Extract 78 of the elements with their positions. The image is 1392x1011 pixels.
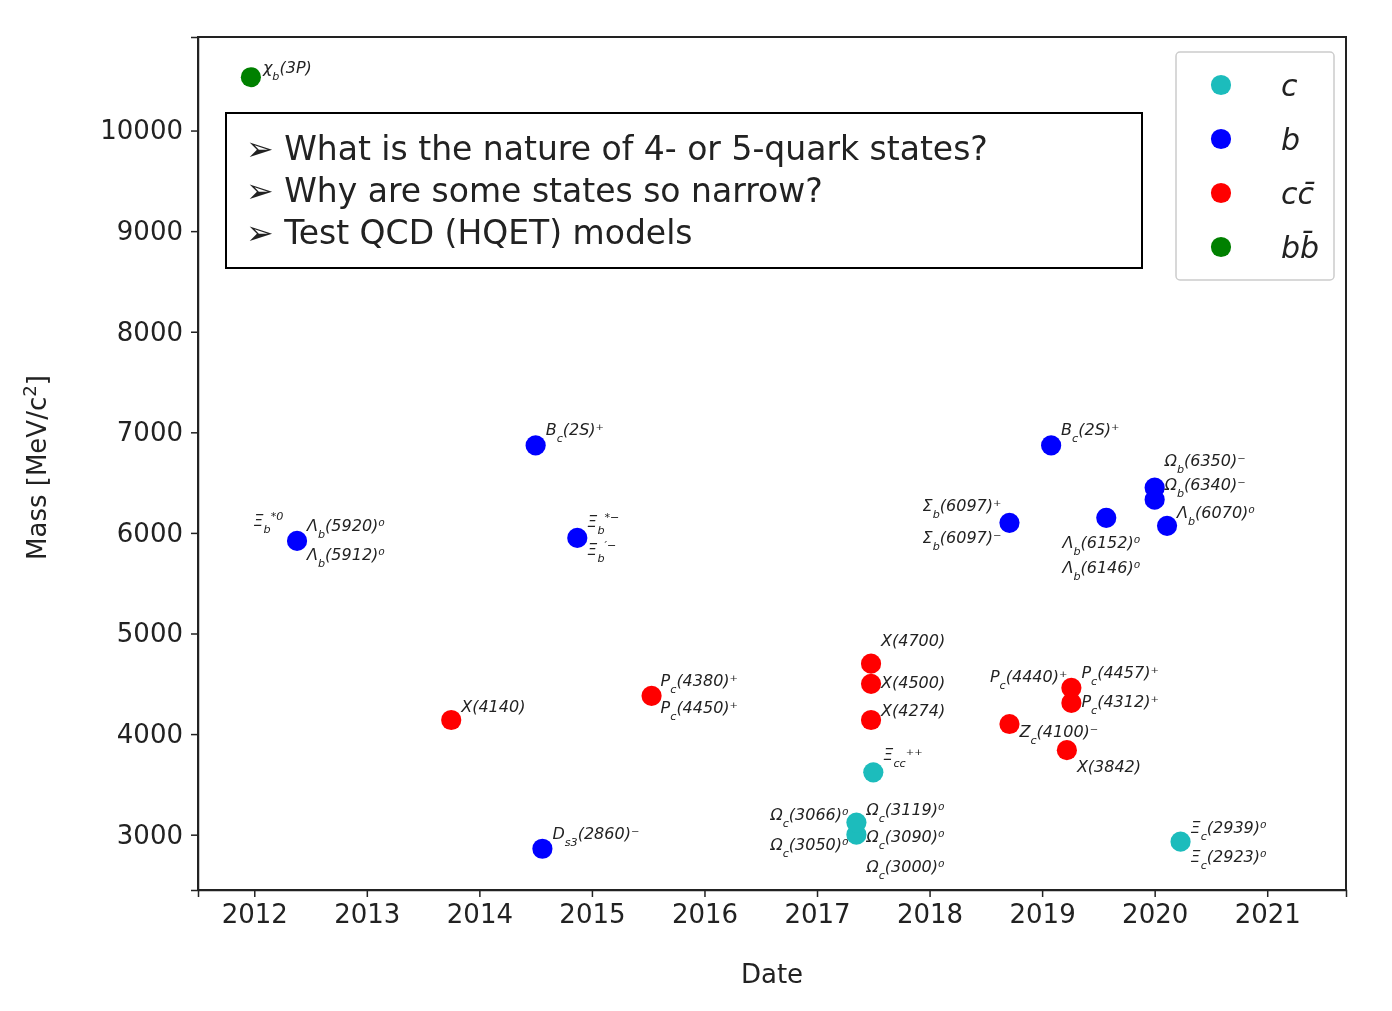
annotation: Λ$_{b}$(5920)⁰ (305, 515, 386, 541)
annotation: Ξ$_{c}$(2939)⁰ (1190, 817, 1268, 843)
y-tick-label: 4000 (116, 718, 183, 749)
legend-label: b (1281, 122, 1301, 157)
annotation: ➢ Test QCD (HQET) models (246, 213, 693, 252)
annotation: X(4700) (880, 630, 946, 650)
point (1056, 740, 1077, 761)
point (999, 512, 1020, 533)
annotation: X(4140) (460, 697, 526, 716)
annotation: Λ$_{b}$(5912)⁰ (305, 544, 386, 570)
annotation: Σ$_{b}$(6097)⁺ (922, 496, 1002, 521)
y-tick-label: 6000 (116, 517, 183, 548)
annotation: P$_{c}$(4312)⁺ (1081, 691, 1159, 717)
annotation: Ω$_{c}$(3090)⁰ (865, 826, 946, 852)
annotation: ➢ Why are some states so narrow? (246, 171, 823, 210)
point (240, 67, 261, 88)
point (532, 838, 553, 859)
annotation: Ξ$_{c}$(2923)⁰ (1190, 847, 1268, 872)
x-tick-label: 2017 (784, 899, 851, 930)
annotation: Λ$_{b}$(6146)⁰ (1060, 558, 1141, 583)
point (286, 530, 308, 552)
annotation: Ξ$_{cc}$⁺⁺ (883, 745, 923, 770)
annotation: P$_{c}$(4450)⁺ (660, 697, 739, 723)
annotation: Σ$_{b}$(6097)⁻ (922, 528, 1002, 553)
annotation: Ω$_{c}$(3000)⁰ (865, 856, 946, 882)
annotation: Z$_{c}$(4100)⁻ (1018, 722, 1099, 747)
annotation: Ω$_{b}$(6350)⁻ (1163, 450, 1246, 476)
annotation: X(4500) (880, 672, 946, 692)
annotation: P$_{c}$(4380)⁺ (660, 670, 739, 696)
point (999, 713, 1020, 735)
annotation: X(3842) (1075, 756, 1142, 776)
point (860, 709, 882, 731)
annotation: ➢ What is the nature of 4- or 5-quark states? (246, 129, 988, 168)
x-tick-label: 2020 (1122, 899, 1189, 930)
x-tick-label: 2012 (221, 899, 288, 930)
x-tick-label: 2015 (559, 899, 626, 930)
y-tick-label: 9000 (116, 215, 183, 246)
annotation: P$_{c}$(4457)⁺ (1081, 663, 1159, 688)
x-tick-label: 2019 (1009, 899, 1076, 930)
y-tick-label: 7000 (116, 417, 183, 448)
point (567, 527, 588, 549)
point (1061, 692, 1082, 713)
y-tick-label: 8000 (116, 316, 183, 347)
annotation: Ω$_{c}$(3119)⁰ (865, 799, 946, 825)
point (860, 673, 882, 694)
annotation: Λ$_{b}$(6152)⁰ (1060, 532, 1141, 558)
point (525, 435, 546, 456)
x-axis-title: Date (740, 959, 804, 989)
x-tick-label: 2014 (446, 899, 513, 930)
x-tick-label: 2021 (1234, 899, 1301, 930)
legend-label: cc̄ (1281, 176, 1316, 211)
point (863, 762, 884, 783)
legend-label: c (1281, 68, 1298, 103)
annotation: Λ$_{b}$(6070)⁰ (1175, 502, 1256, 528)
x-tick-label: 2016 (671, 899, 739, 930)
annotation: Ω$_{c}$(3050)⁰ (769, 834, 849, 860)
y-tick-label: 3000 (116, 819, 183, 850)
point (1156, 515, 1178, 536)
text-box: ➢ What is the nature of 4- or 5-quark states? ➢ Why are some states so narrow? ➢ Test QCD (HQET) models (225, 112, 1143, 269)
point (1170, 831, 1191, 852)
point (1041, 435, 1062, 456)
x-tick-label: 2013 (334, 899, 401, 930)
annotation: B$_{c}$(2S)⁺ (1061, 420, 1120, 445)
legend-label: bb̄ (1281, 229, 1320, 265)
annotation: X(4274) (880, 701, 946, 720)
point (641, 685, 662, 706)
point (441, 709, 462, 731)
point (860, 653, 882, 674)
annotation: χ$_{b}$(3P) (261, 57, 312, 83)
annotation: B$_{c}$(2S)⁺ (545, 420, 605, 445)
point (1096, 507, 1117, 528)
annotation: Ω$_{c}$(3066)⁰ (769, 805, 849, 830)
annotation: D$_{s3}$(2860)⁻ (552, 823, 640, 849)
y-tick-label: 5000 (116, 618, 183, 649)
x-tick-label: 2018 (896, 899, 964, 930)
y-tick-label: 10000 (100, 115, 183, 146)
annotation: Ω$_{b}$(6340)⁻ (1163, 474, 1246, 500)
annotation: P$_{c}$(4440)⁺ (989, 666, 1068, 692)
